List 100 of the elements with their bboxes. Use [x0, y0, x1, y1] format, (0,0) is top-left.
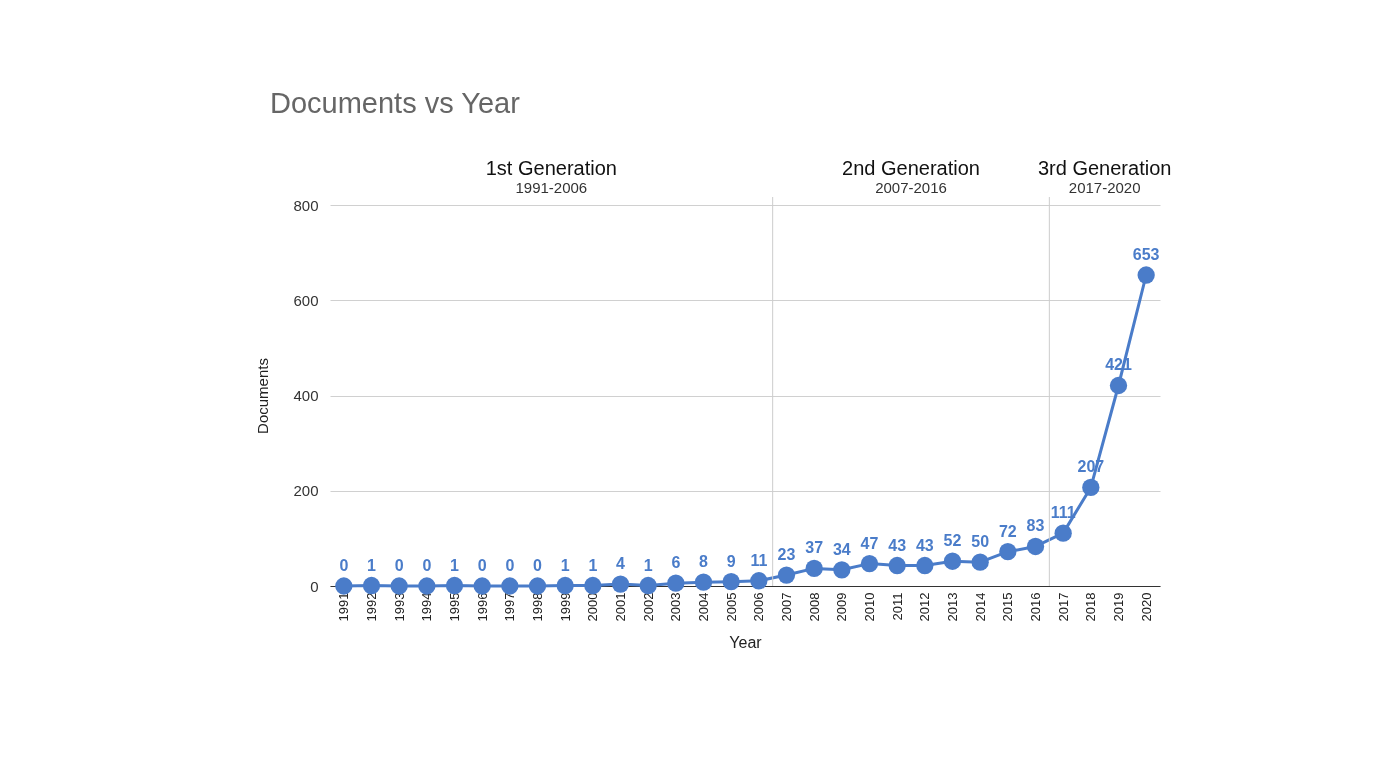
point — [971, 553, 989, 571]
x-tick-label: 2008 — [806, 592, 822, 622]
x-tick-label: 2015 — [1000, 592, 1016, 622]
point — [1109, 376, 1128, 395]
point — [473, 577, 491, 595]
data-label: 0 — [477, 557, 487, 574]
data-label: 0 — [339, 557, 349, 574]
x-tick-label: 2018 — [1083, 592, 1099, 622]
data-label: 0 — [422, 557, 432, 574]
data-label: 8 — [699, 553, 709, 571]
x-tick-label: 2012 — [917, 592, 933, 622]
point — [639, 576, 657, 595]
x-tick-label: 2017 — [1055, 592, 1071, 622]
data-label: 6 — [671, 554, 681, 572]
y-tick-label: 0 — [310, 577, 319, 595]
text: 1991-2006 — [515, 179, 588, 196]
point — [501, 577, 519, 595]
data-label: 83 — [1026, 517, 1045, 535]
point — [1137, 266, 1155, 284]
y-tick-label: 200 — [293, 482, 319, 500]
point — [805, 559, 823, 578]
data-label: 47 — [860, 534, 879, 552]
chart-title: Documents vs Year — [269, 87, 521, 119]
point — [999, 543, 1017, 561]
point — [916, 556, 934, 575]
x-tick-label: 1996 — [474, 592, 490, 622]
x-tick-label: 1992 — [364, 592, 379, 622]
data-label: 653 — [1132, 246, 1160, 264]
data-label: 0 — [394, 557, 404, 574]
x-tick-label: 1993 — [391, 592, 407, 622]
data-label: 1 — [367, 556, 377, 574]
point — [722, 573, 740, 591]
point — [335, 577, 353, 595]
x-tick-label: 1991 — [336, 592, 352, 622]
point — [390, 577, 408, 595]
data-label: 0 — [505, 557, 515, 574]
point — [1026, 537, 1045, 556]
x-tick-label: 2019 — [1111, 592, 1126, 622]
text: 2007-2016 — [875, 179, 947, 196]
x-tick-label: 2005 — [723, 592, 739, 622]
x-tick-label: 2002 — [640, 592, 656, 622]
point — [611, 575, 630, 593]
data-label: 1 — [588, 556, 598, 574]
y-axis-title: Documents — [254, 358, 272, 434]
data-label: 11 — [750, 551, 768, 569]
data-label: 4 — [616, 555, 626, 573]
y-tick-label: 400 — [293, 387, 319, 404]
point — [833, 561, 851, 579]
x-tick-label: 2000 — [585, 592, 601, 622]
data-label: 0 — [533, 557, 543, 574]
point — [860, 554, 879, 573]
x-tick-label: 2010 — [862, 592, 877, 622]
x-tick-label: 1999 — [557, 592, 573, 622]
data-label: 1 — [450, 556, 460, 574]
x-tick-label: 2004 — [696, 592, 711, 622]
point — [584, 576, 602, 595]
data-label: 52 — [943, 532, 962, 550]
point — [888, 556, 906, 575]
x-tick-label: 2003 — [668, 592, 684, 622]
data-label: 43 — [915, 536, 934, 554]
x-tick-label: 2014 — [972, 592, 988, 622]
point — [1054, 524, 1072, 542]
x-tick-label: 2013 — [945, 592, 960, 622]
text: 1st Generation — [485, 157, 617, 179]
x-tick-label: 2016 — [1028, 592, 1043, 622]
data-label: 34 — [832, 540, 851, 558]
point — [694, 573, 713, 591]
text: 3rd Generation — [1037, 157, 1172, 179]
x-tick-label: 2020 — [1138, 592, 1154, 622]
x-tick-label: 1995 — [447, 592, 462, 622]
x-axis-title: Year — [729, 634, 763, 652]
data-label: 43 — [888, 536, 907, 554]
text: 2nd Generation — [842, 157, 980, 179]
y-tick-label: 800 — [293, 196, 319, 214]
data-label: 50 — [971, 533, 990, 551]
x-tick-label: 1998 — [530, 592, 545, 622]
data-label: 37 — [805, 539, 824, 557]
point — [667, 574, 685, 592]
point — [943, 552, 962, 570]
y-tick-label: 600 — [293, 291, 319, 309]
point — [1082, 478, 1100, 497]
x-tick-label: 2006 — [751, 592, 767, 622]
x-tick-label: 1997 — [502, 592, 518, 622]
point — [528, 577, 547, 595]
data-label: 1 — [560, 556, 570, 574]
data-label: 1 — [643, 556, 653, 574]
x-tick-label: 2001 — [613, 592, 628, 622]
data-label: 72 — [998, 522, 1017, 540]
x-tick-label: 2009 — [834, 592, 850, 622]
point — [418, 577, 436, 595]
point — [777, 566, 796, 584]
point — [750, 572, 768, 590]
data-label: 23 — [777, 546, 796, 564]
data-label: 9 — [726, 552, 736, 570]
point — [556, 576, 574, 595]
x-tick-label: 2007 — [779, 592, 794, 622]
data-label: 111 — [1050, 504, 1076, 522]
text: 2017-2020 — [1068, 179, 1141, 196]
x-tick-label: 1994 — [419, 592, 435, 622]
x-tick-label: 2011 — [889, 592, 905, 621]
